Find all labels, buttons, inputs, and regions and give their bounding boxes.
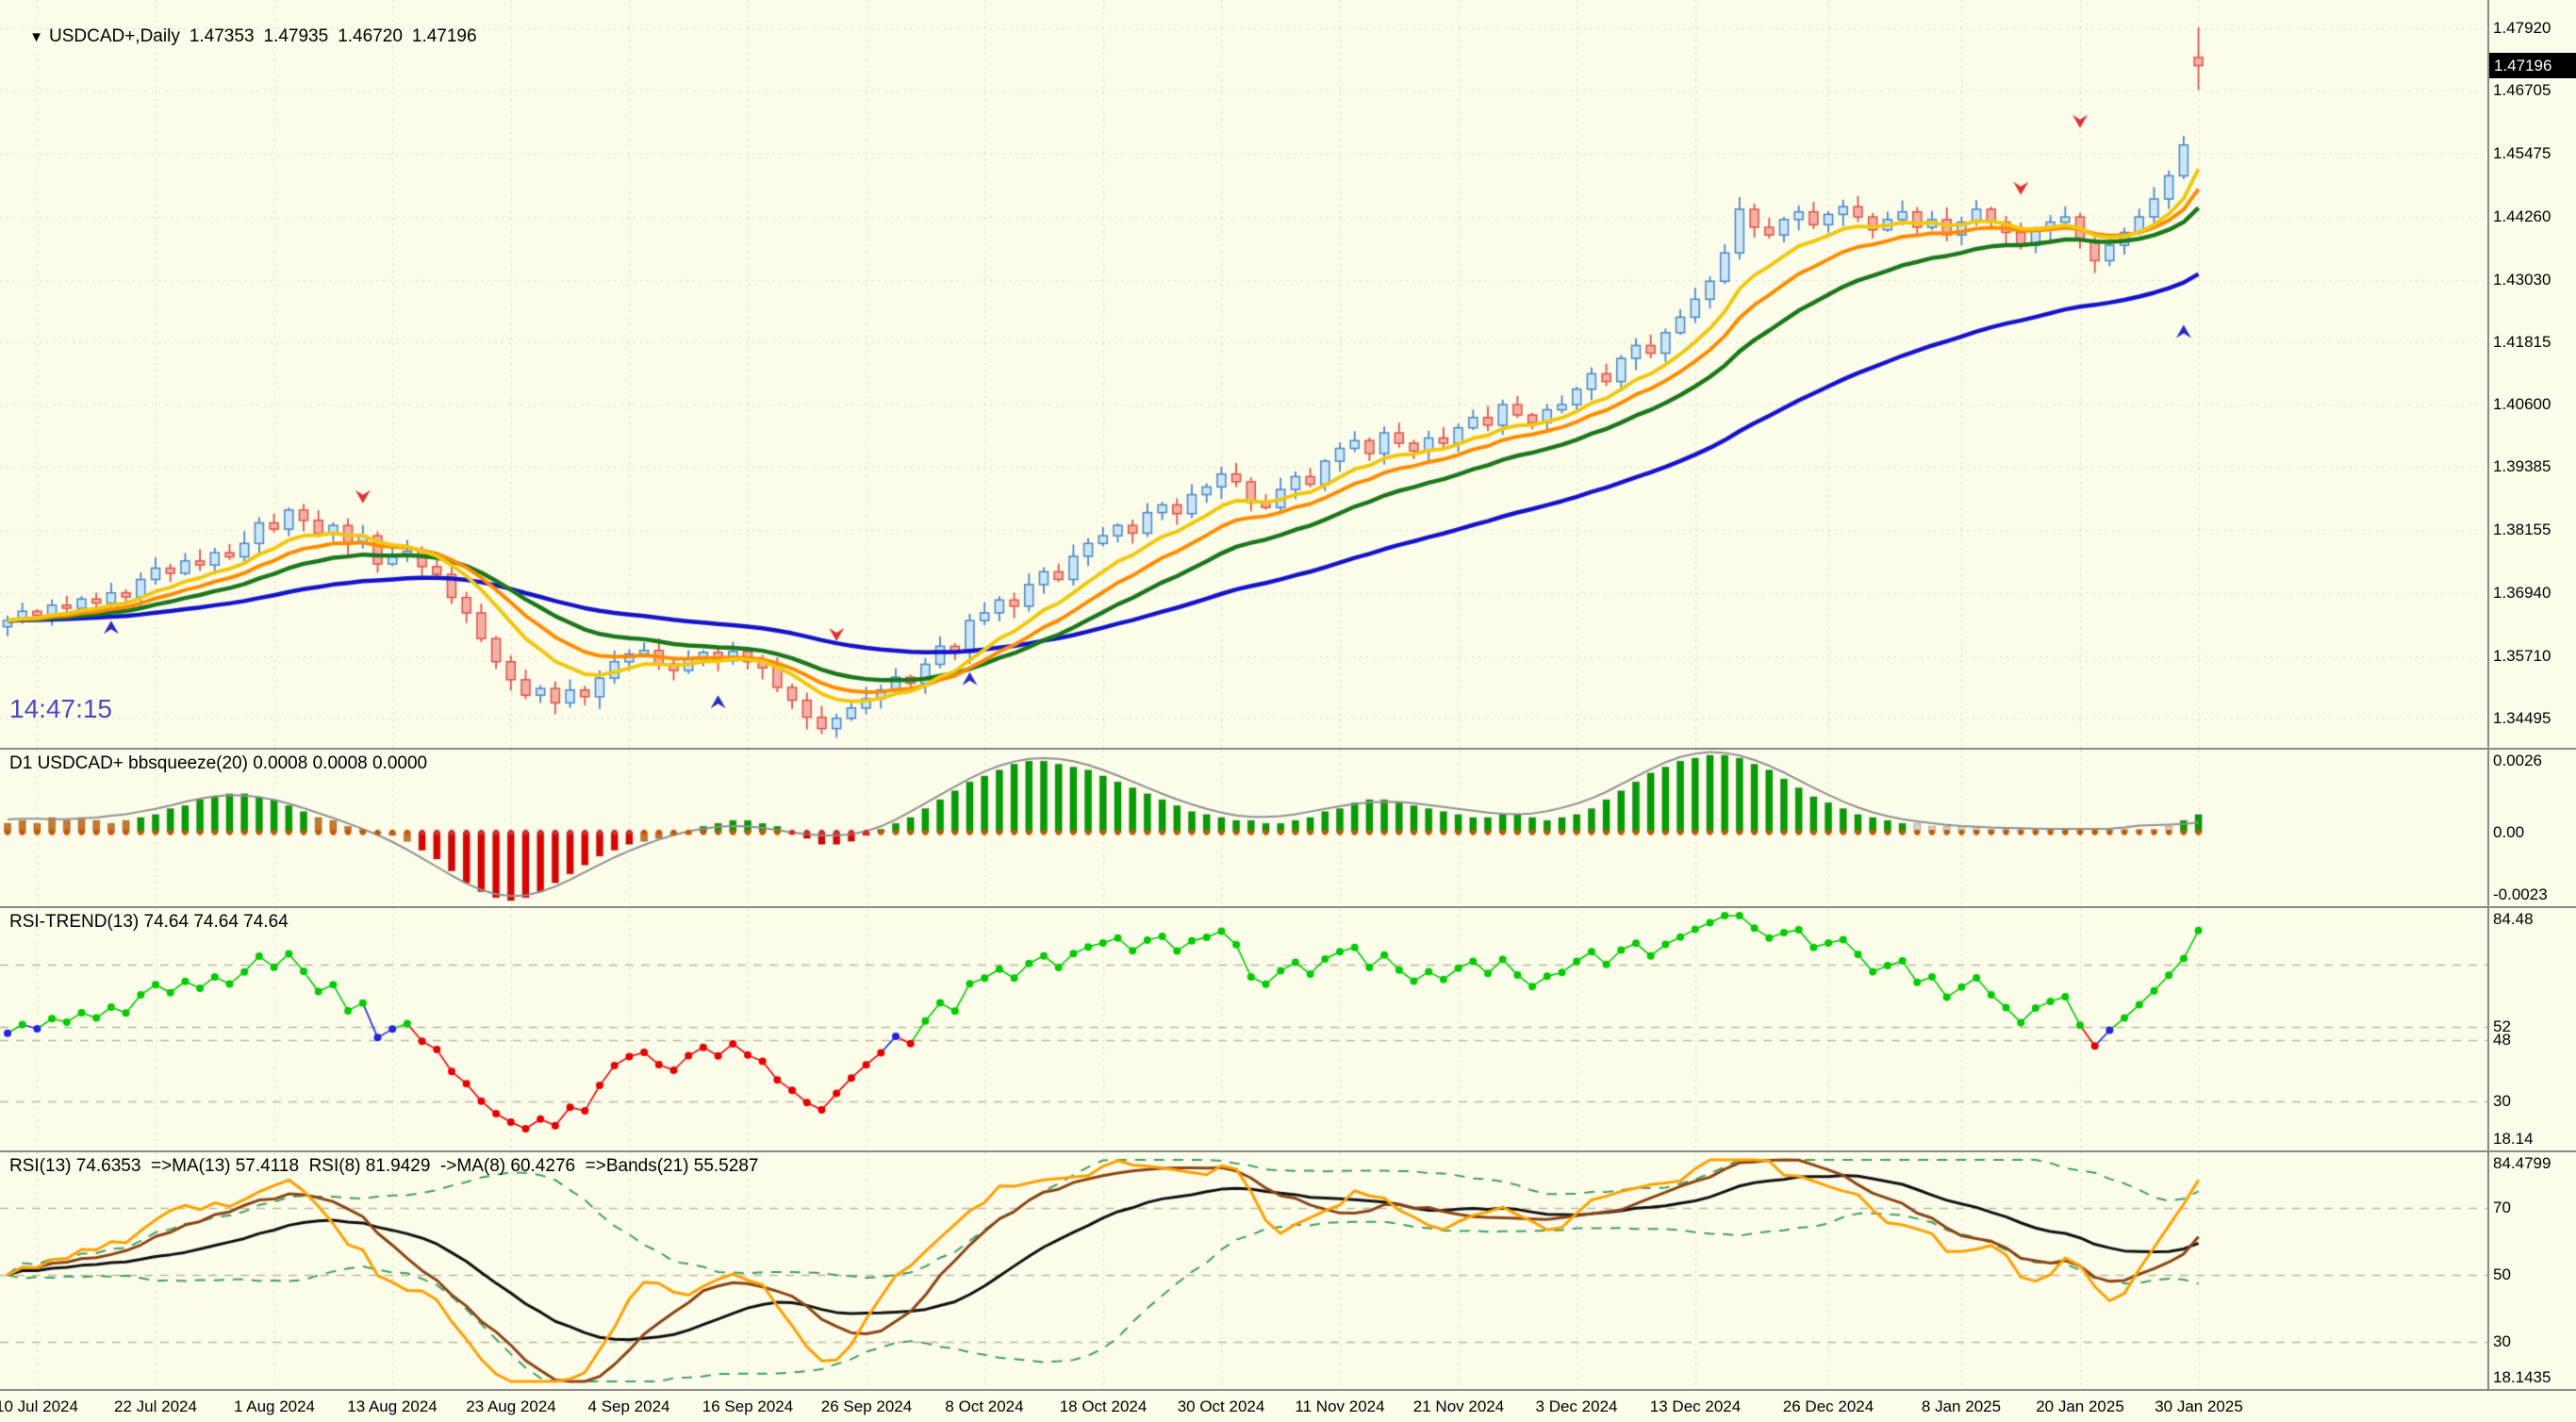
- price-scale-label: 1.43030: [2493, 271, 2551, 289]
- panel-divider: [0, 1389, 2576, 1391]
- rsi-trend-scale-label: 48: [2493, 1031, 2511, 1049]
- date-label: 22 Jul 2024: [114, 1397, 197, 1415]
- date-label: 8 Oct 2024: [945, 1397, 1024, 1415]
- date-label: 23 Aug 2024: [466, 1397, 556, 1415]
- date-label: 4 Sep 2024: [587, 1397, 670, 1415]
- ohlc-low: 1.46720: [338, 26, 403, 46]
- main-chart-canvas[interactable]: [0, 0, 2487, 748]
- collapse-chart-icon[interactable]: ▼: [29, 29, 43, 45]
- price-scale-label: 1.39385: [2493, 457, 2551, 475]
- panel-divider[interactable]: [0, 748, 2576, 750]
- ohlc-high: 1.47935: [263, 26, 329, 46]
- rsi-scale-label: 50: [2493, 1265, 2511, 1283]
- session-clock: 14:47:15: [9, 694, 112, 723]
- rsi-trend-indicator-title: RSI-TREND(13) 74.64 74.64 74.64: [9, 912, 289, 932]
- price-scale-label: 1.36940: [2493, 584, 2551, 602]
- rsi-trend-scale-label: 52: [2493, 1017, 2511, 1035]
- rsi-trend-scale-label: 84.48: [2493, 910, 2534, 928]
- date-label: 20 Jan 2025: [2036, 1397, 2124, 1415]
- date-label: 16 Sep 2024: [702, 1397, 794, 1415]
- symbol-period-label: USDCAD+,Daily: [48, 26, 180, 46]
- date-label: 10 Jul 2024: [0, 1397, 78, 1415]
- squeeze-scale-label: -0.0023: [2493, 885, 2548, 903]
- price-scale-label: 1.35710: [2493, 647, 2551, 665]
- price-scale-column[interactable]: 1.47920 1.46705 1.45475 1.44260 1.43030 1.418…: [2493, 0, 2576, 1389]
- date-label: 8 Jan 2025: [1921, 1397, 2002, 1415]
- date-label: 26 Sep 2024: [820, 1397, 913, 1415]
- rsi-indicator-title: RSI(13) 74.6353 =>MA(13) 57.4118 RSI(8) …: [9, 1156, 759, 1176]
- date-label: 13 Aug 2024: [347, 1397, 438, 1415]
- date-label: 18 Oct 2024: [1059, 1397, 1148, 1415]
- price-scale-label: 1.46705: [2493, 81, 2551, 99]
- rsi-scale-label: 30: [2493, 1332, 2511, 1350]
- scale-separator: [2487, 0, 2489, 1389]
- rsi-trend-indicator-canvas[interactable]: [0, 908, 2487, 1150]
- date-label: 30 Jan 2025: [2155, 1397, 2243, 1415]
- squeeze-indicator-title: D1 USDCAD+ bbsqueeze(20) 0.0008 0.0008 0…: [9, 753, 428, 773]
- squeeze-scale-label: 0.00: [2493, 823, 2525, 841]
- price-scale-label: 1.47920: [2493, 19, 2551, 37]
- date-label: 26 Dec 2024: [1782, 1397, 1874, 1415]
- date-label: 3 Dec 2024: [1535, 1397, 1618, 1415]
- price-scale-label: 1.38155: [2493, 521, 2551, 538]
- date-label: 13 Dec 2024: [1649, 1397, 1742, 1415]
- date-label: 1 Aug 2024: [233, 1397, 316, 1415]
- squeeze-scale-label: 0.0026: [2493, 752, 2542, 769]
- current-price-badge: 1.47196: [2489, 53, 2576, 78]
- panel-divider[interactable]: [0, 906, 2576, 908]
- price-scale-label: 1.40600: [2493, 395, 2551, 413]
- ohlc-open: 1.47353: [189, 26, 255, 46]
- panel-divider[interactable]: [0, 1150, 2576, 1152]
- date-label: 11 Nov 2024: [1295, 1397, 1385, 1415]
- ohlc-close: 1.47196: [411, 26, 477, 46]
- rsi-scale-label: 70: [2493, 1199, 2511, 1216]
- price-scale-label: 1.34495: [2493, 709, 2551, 727]
- rsi-scale-label: 84.4799: [2493, 1154, 2551, 1172]
- price-scale-label: 1.44260: [2493, 207, 2551, 225]
- rsi-trend-scale-label: 18.14: [2493, 1130, 2534, 1148]
- rsi-indicator-canvas[interactable]: [0, 1152, 2487, 1389]
- date-label: 21 Nov 2024: [1412, 1397, 1505, 1415]
- rsi-trend-scale-label: 30: [2493, 1092, 2511, 1110]
- squeeze-indicator-canvas[interactable]: [0, 750, 2487, 906]
- time-axis[interactable]: 10 Jul 2024 22 Jul 2024 1 Aug 2024 13 Aug 2…: [0, 1391, 2576, 1422]
- chart-title: ▼ USDCAD+,Daily 1.47353 1.47935 1.46720 1.471…: [9, 6, 477, 68]
- price-scale-label: 1.45475: [2493, 144, 2551, 162]
- date-label: 30 Oct 2024: [1177, 1397, 1265, 1415]
- price-scale-label: 1.41815: [2493, 333, 2551, 351]
- rsi-scale-label: 18.1435: [2493, 1368, 2551, 1386]
